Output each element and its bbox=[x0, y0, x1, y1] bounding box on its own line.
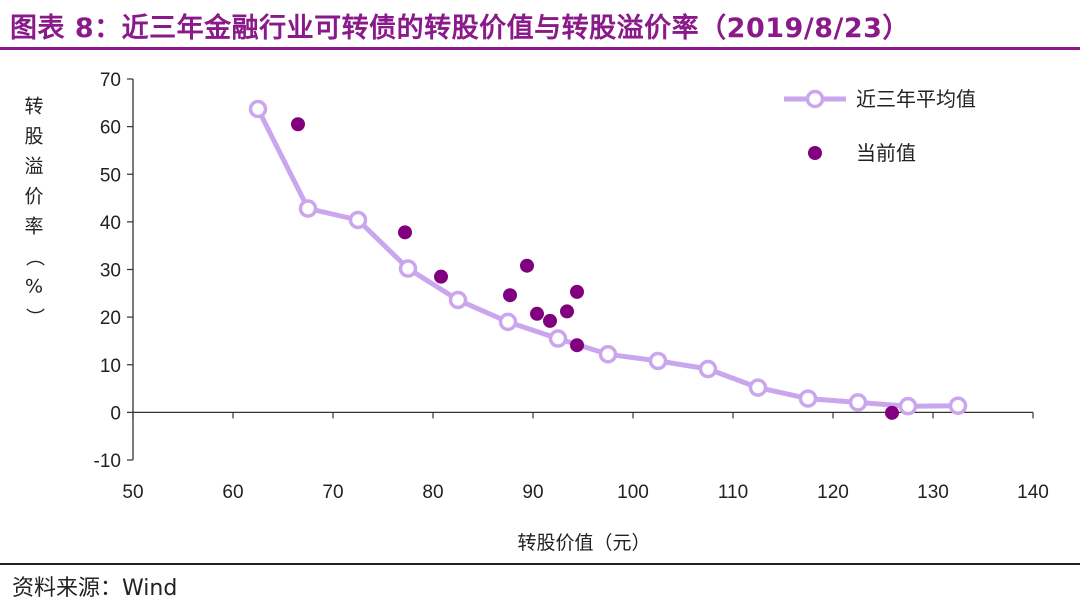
avg-point bbox=[548, 329, 568, 348]
avg-point bbox=[848, 393, 868, 412]
legend-avg-marker bbox=[805, 89, 825, 109]
current-point bbox=[530, 306, 544, 321]
avg-point bbox=[348, 210, 368, 230]
avg-point bbox=[598, 345, 618, 364]
avg-point bbox=[248, 99, 268, 119]
legend-current-marker bbox=[808, 146, 822, 160]
y-axis-label-char: 转 bbox=[24, 96, 43, 118]
x-tick-label: 100 bbox=[617, 482, 649, 503]
current-point bbox=[560, 304, 574, 319]
x-tick-label: 70 bbox=[322, 482, 343, 503]
y-tick-label: 0 bbox=[110, 403, 121, 424]
title-rule bbox=[0, 47, 1080, 50]
avg-point bbox=[448, 290, 468, 310]
avg-point bbox=[648, 351, 668, 371]
current-point bbox=[398, 225, 412, 240]
avg-point bbox=[748, 378, 768, 397]
legend-avg-label: 近三年平均值 bbox=[856, 87, 976, 111]
avg-point bbox=[498, 312, 518, 332]
y-axis-label-char: 股 bbox=[24, 126, 43, 148]
current-point bbox=[434, 269, 448, 284]
source-rule bbox=[0, 563, 1080, 565]
y-tick-label: 10 bbox=[100, 356, 121, 377]
source-note: 资料来源：Wind bbox=[12, 576, 178, 601]
x-tick-label: 50 bbox=[122, 482, 143, 503]
current-point bbox=[570, 284, 584, 299]
legend-current-label: 当前值 bbox=[856, 141, 916, 165]
y-tick-label: 70 bbox=[100, 70, 121, 91]
x-tick-label: 80 bbox=[422, 482, 443, 503]
avg-point bbox=[948, 396, 968, 415]
current-point bbox=[570, 338, 584, 353]
y-tick-label: -10 bbox=[94, 451, 121, 472]
x-tick-label: 90 bbox=[522, 482, 543, 503]
current-point bbox=[291, 117, 305, 132]
chart-title: 图表 8：近三年金融行业可转债的转股价值与转股溢价率（2019/8/23） bbox=[10, 13, 910, 44]
y-tick-label: 20 bbox=[100, 308, 121, 329]
y-axis-label-char: ） bbox=[24, 307, 46, 326]
avg-point bbox=[898, 396, 918, 416]
x-tick-label: 120 bbox=[817, 482, 849, 503]
current-point bbox=[885, 405, 899, 420]
avg-point bbox=[698, 359, 718, 379]
current-point bbox=[503, 288, 517, 303]
x-axis-label: 转股价值（元） bbox=[517, 532, 650, 554]
y-axis-label-char: （ bbox=[24, 247, 46, 266]
current-point bbox=[543, 313, 557, 328]
y-axis-label: 转股溢价率 （% ） bbox=[24, 96, 46, 327]
y-tick-label: 60 bbox=[100, 118, 121, 139]
x-tick-label: 140 bbox=[1017, 482, 1049, 503]
y-tick-label: 30 bbox=[100, 261, 121, 282]
avg-point bbox=[798, 389, 818, 408]
x-tick-label: 130 bbox=[917, 482, 949, 503]
avg-point bbox=[398, 259, 418, 278]
y-tick-label: 40 bbox=[100, 213, 121, 234]
y-axis-label-char: 价 bbox=[24, 186, 43, 208]
y-axis-label-char: % bbox=[25, 276, 43, 298]
x-tick-label: 60 bbox=[222, 482, 243, 503]
x-tick-label: 110 bbox=[718, 482, 748, 503]
avg-point bbox=[298, 199, 318, 218]
current-point bbox=[520, 258, 534, 273]
y-axis-label-char: 率 bbox=[24, 216, 43, 238]
y-tick-label: 50 bbox=[100, 165, 121, 186]
y-axis-label-char: 溢 bbox=[24, 156, 43, 178]
